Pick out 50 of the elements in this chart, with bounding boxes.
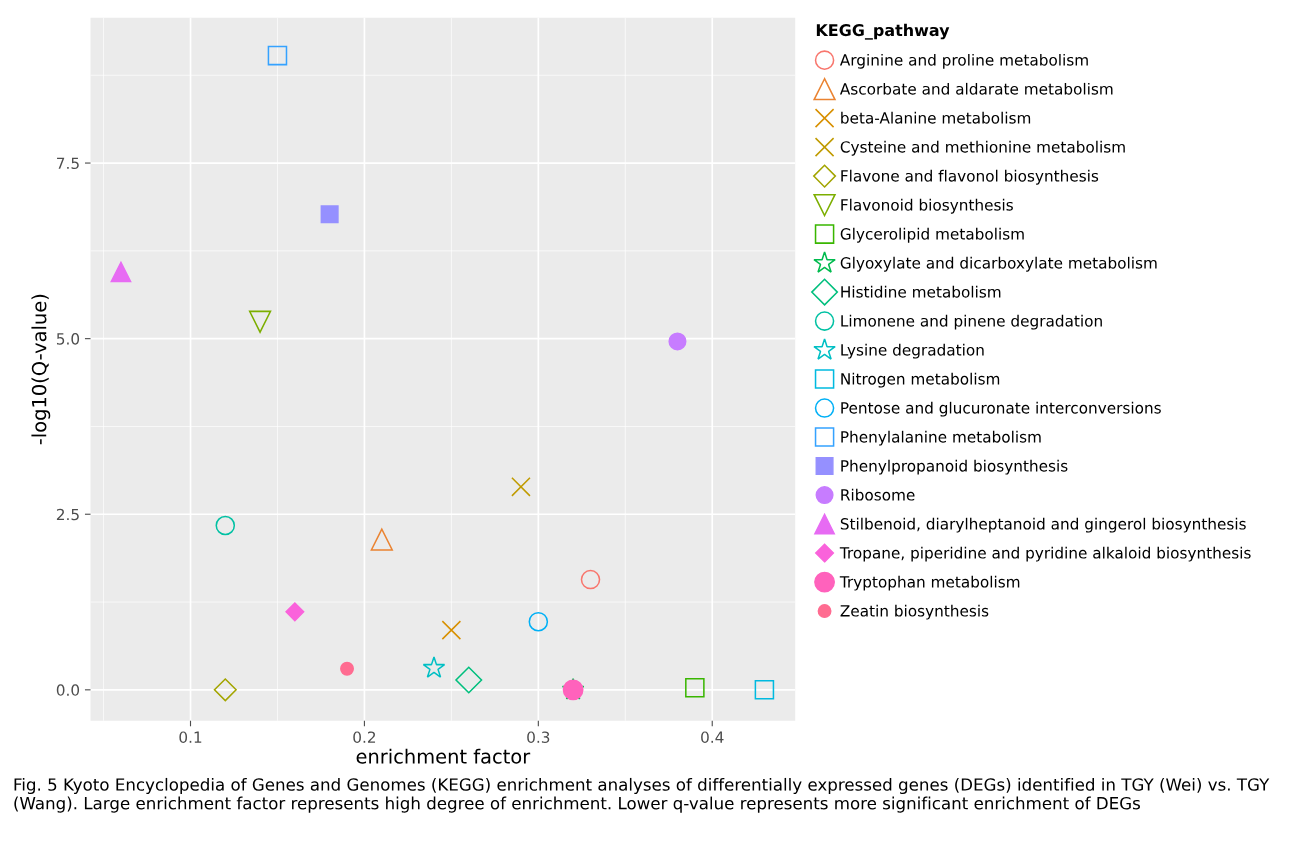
point [441, 620, 462, 640]
point [455, 666, 483, 694]
y-axis-title: -log10(Q-value) [31, 294, 51, 445]
point [668, 332, 687, 351]
point [110, 261, 132, 283]
caption: Fig. 5 Kyoto Encyclopedia of Genes and Genomes (KEGG) enrichment analyses of differentially expressed genes (DEGs) identified in TGY (Wei) vs. TGY (Wang). Large enrichment factor represents high degree of enrichment. Lower q-value represents more significant enrichment of DEGs [14, 777, 1270, 813]
x-tick-label: 0.4 [701, 731, 724, 743]
legend-label: Stilbenoid, diarylheptanoid and gingerol biosynthesis [840, 517, 1246, 533]
legend-label: Phenylpropanoid biosynthesis [841, 459, 1068, 475]
legend-label: Tropane, piperidine and pyridine alkaloid biosynthesis [839, 546, 1251, 562]
legend-label: Zeatin biosynthesis [840, 604, 989, 620]
legend-label: Cysteine and methionine metabolism [840, 140, 1125, 156]
legend-label: Glyoxylate and dicarboxylate metabolism [840, 256, 1157, 272]
point [422, 656, 446, 678]
point [511, 477, 531, 497]
legend-label: Arginine and proline metabolism [839, 53, 1088, 69]
legend-label: Tryptophan metabolism [839, 575, 1020, 591]
x-tick-label: 0.1 [179, 731, 202, 743]
point [213, 678, 237, 702]
legend-label: Histidine metabolism [841, 285, 1001, 298]
legend-title: KEGG_pathway [816, 23, 950, 40]
point [215, 515, 236, 536]
legend-label: Ascorbate and aldarate metabolism [839, 82, 1113, 95]
y-tick-label: 0.0 [56, 684, 80, 696]
point [580, 569, 601, 590]
y-tick-label: 5.0 [56, 333, 80, 345]
x-tick-label: 0.3 [527, 731, 550, 743]
legend-label: Limonene and pinene degradation [841, 314, 1102, 330]
legend-label: Phenylalanine metabolism [841, 430, 1041, 446]
y-tick-label: 7.5 [57, 157, 79, 170]
point [528, 611, 549, 632]
point [340, 661, 354, 676]
y-tick-label: 2.5 [56, 508, 79, 521]
point [267, 45, 288, 66]
legend-label: Nitrogen metabolism [841, 372, 1000, 388]
legend-label: Flavonoid biosynthesis [841, 198, 1013, 214]
legend-label: Lysine degradation [841, 343, 984, 359]
legend-label: Pentose and glucuronate interconversions [841, 401, 1161, 417]
point [370, 528, 393, 551]
x-tick-label: 0.2 [353, 731, 376, 743]
legend-label: Flavone and flavonol biosynthesis [841, 169, 1099, 185]
x-axis-title: enrichment factor [356, 748, 531, 764]
legend-label: Glycerolipid metabolism [840, 227, 1024, 243]
point [248, 310, 272, 333]
point [754, 680, 775, 700]
legend-label: beta-Alanine metabolism [841, 111, 1031, 124]
point [285, 602, 305, 622]
point [320, 205, 339, 224]
legend-label: Ribosome [841, 488, 915, 501]
point [685, 677, 705, 698]
